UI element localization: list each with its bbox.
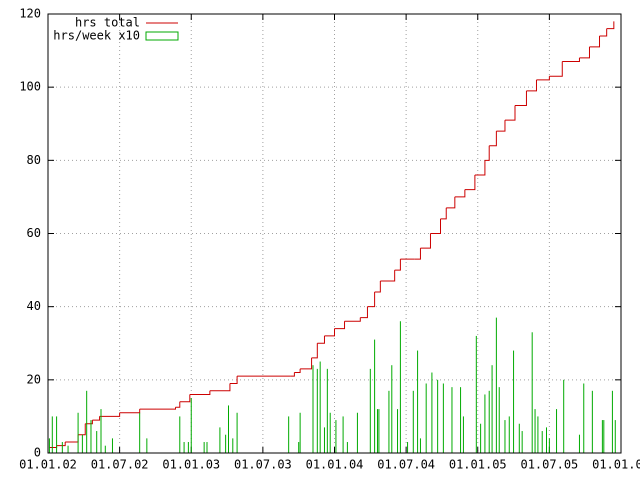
total-step (229, 376, 238, 384)
total-step (420, 233, 431, 249)
total-step (562, 57, 580, 63)
total-step (606, 21, 615, 30)
total-step (139, 407, 176, 410)
x-tick-label: 01.01.03 (162, 458, 220, 472)
total-step (440, 207, 447, 220)
total-step (290, 372, 295, 377)
y-tick-label: 0 (34, 446, 41, 460)
total-step (374, 281, 381, 293)
x-tick-label: 01.07.03 (234, 458, 292, 472)
total-step (99, 412, 121, 417)
x-tick-label: 01.01.05 (449, 458, 507, 472)
total-step (300, 357, 313, 370)
x-tick-label: 01.07.02 (91, 458, 149, 472)
total-step (484, 145, 490, 161)
legend-swatch (145, 31, 179, 41)
total-step (334, 321, 346, 330)
total-step (189, 390, 211, 395)
total-step (536, 76, 550, 81)
total-step (317, 335, 325, 344)
total-step (496, 120, 506, 132)
total-step (474, 160, 486, 176)
total-step (446, 196, 456, 209)
total-step (209, 383, 231, 392)
total-step (294, 368, 301, 374)
total-step (49, 445, 58, 449)
total-step (599, 28, 608, 37)
total-step (92, 416, 101, 421)
y-tick-label: 60 (27, 226, 41, 240)
y-tick-label: 80 (27, 153, 41, 167)
total-step (579, 46, 590, 59)
total-step (430, 218, 442, 234)
x-tick-label: 01.01.02 (19, 458, 77, 472)
x-tick-label: 01.01.06 (592, 458, 640, 472)
y-tick-label: 100 (19, 80, 41, 94)
x-tick-label: 01.01.04 (306, 458, 364, 472)
total-step (526, 79, 537, 92)
total-step (344, 317, 361, 322)
total-step (119, 409, 141, 414)
y-tick-label: 120 (19, 7, 41, 21)
x-tick-label: 01.07.05 (520, 458, 578, 472)
total-step (85, 420, 93, 425)
total-step (311, 343, 318, 359)
total-step (175, 401, 181, 408)
legend-label: hrs total (75, 16, 140, 30)
y-tick-label: 40 (27, 299, 41, 313)
y-tick-label: 20 (27, 372, 41, 386)
total-step (504, 105, 516, 121)
total-step (179, 394, 191, 403)
total-step (394, 259, 401, 271)
plot-border (47, 13, 622, 454)
total-step (514, 90, 527, 106)
total-step (56, 442, 66, 447)
total-step (549, 61, 563, 77)
total-step (324, 328, 335, 337)
total-step (360, 306, 368, 319)
total-step (489, 131, 497, 147)
total-step (464, 174, 476, 191)
total-step (589, 35, 601, 48)
total-step (454, 189, 466, 198)
total-step (380, 270, 396, 282)
total-step (78, 423, 86, 436)
total-step (367, 292, 376, 308)
x-tick-label: 01.07.04 (377, 458, 435, 472)
legend-label: hrs/week x10 (53, 29, 140, 43)
total-step (65, 434, 79, 443)
total-step (414, 248, 421, 260)
